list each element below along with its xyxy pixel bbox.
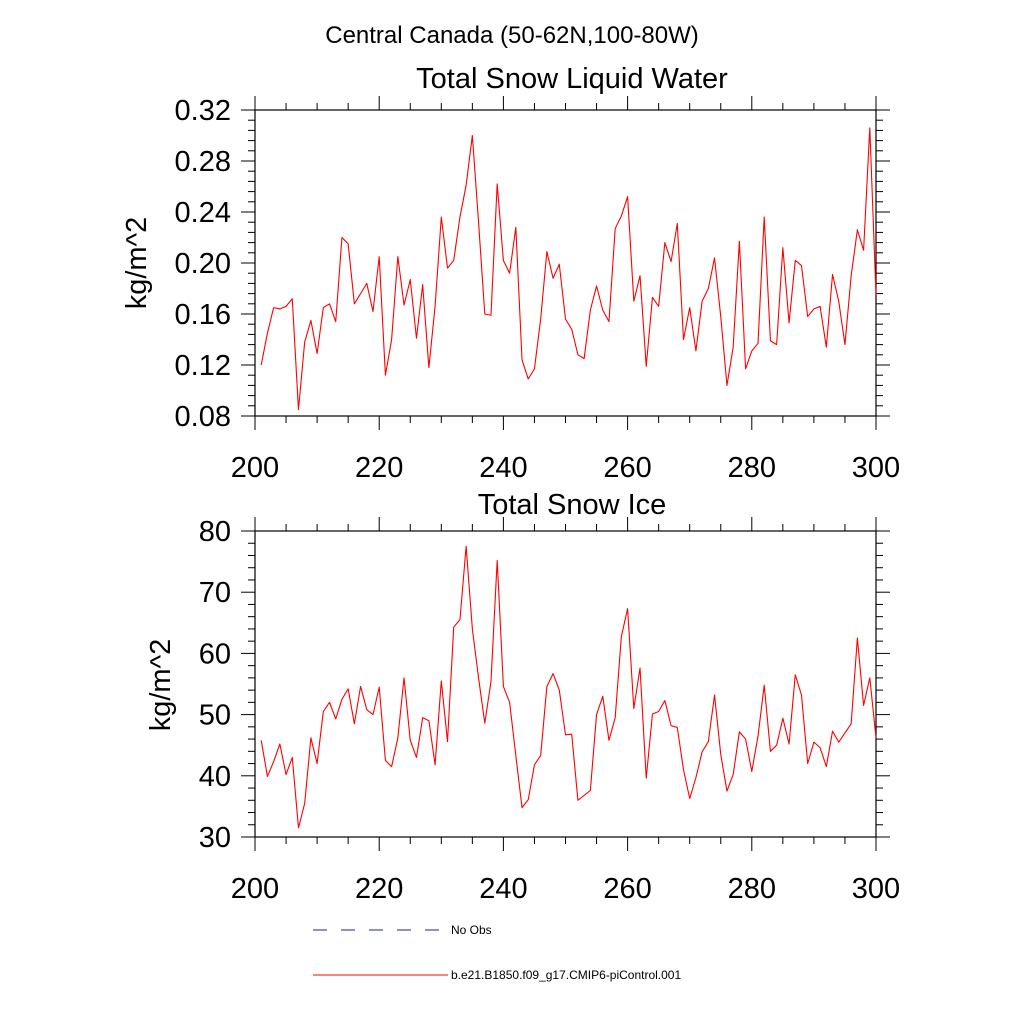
x-tick-label: 300 bbox=[852, 452, 900, 484]
legend-label-no-obs: No Obs bbox=[451, 923, 492, 937]
panel-snow-liquid-water: Total Snow Liquid Water kg/m^2 0.080.120… bbox=[121, 63, 900, 484]
figure-title: Central Canada (50-62N,100-80W) bbox=[325, 22, 699, 49]
y-tick-label: 50 bbox=[199, 700, 231, 732]
y-tick-label: 30 bbox=[199, 822, 231, 854]
x-tick-label: 260 bbox=[603, 873, 651, 905]
y-tick-label: 70 bbox=[199, 577, 231, 609]
x-tick-label: 240 bbox=[479, 873, 527, 905]
x-tick-label: 280 bbox=[728, 452, 776, 484]
x-tick-label: 200 bbox=[231, 873, 279, 905]
x-tick-label: 260 bbox=[603, 452, 651, 484]
legend-label-model: b.e21.B1850.f09_g17.CMIP6-piControl.001 bbox=[451, 968, 681, 982]
y-tick-labels: 0.08 0.12 0.16 0.20 0.24 0.28 0.32 bbox=[175, 95, 231, 433]
y-tick-labels: 30 40 50 60 70 80 bbox=[199, 516, 231, 854]
plot-frame bbox=[254, 530, 877, 838]
y-tick-label: 0.24 bbox=[175, 197, 231, 229]
axis-ticks bbox=[241, 96, 890, 430]
y-axis-label: kg/m^2 bbox=[145, 639, 177, 732]
legend: No Obs b.e21.B1850.f09_g17.CMIP6-piContr… bbox=[313, 923, 681, 982]
y-tick-label: 0.12 bbox=[175, 350, 231, 382]
y-tick-label: 0.28 bbox=[175, 146, 231, 178]
x-tick-labels: 200 220 240 260 280 300 bbox=[231, 873, 900, 905]
panel-snow-ice: Total Snow Ice kg/m^2 30 40 50 60 70 80 200 22… bbox=[145, 489, 900, 905]
x-tick-labels: 200 220 240 260 280 300 bbox=[231, 452, 900, 484]
x-tick-label: 300 bbox=[852, 873, 900, 905]
x-tick-label: 200 bbox=[231, 452, 279, 484]
plot-frame bbox=[254, 109, 877, 417]
y-tick-label: 0.16 bbox=[175, 299, 231, 331]
y-tick-label: 0.08 bbox=[175, 401, 231, 433]
y-tick-label: 40 bbox=[199, 761, 231, 793]
y-tick-label: 0.20 bbox=[175, 248, 231, 280]
axis-ticks bbox=[241, 517, 890, 851]
x-tick-label: 220 bbox=[355, 452, 403, 484]
chart-title: Total Snow Liquid Water bbox=[416, 63, 728, 95]
data-line bbox=[260, 127, 877, 411]
y-tick-label: 0.32 bbox=[175, 95, 231, 127]
data-line bbox=[260, 545, 877, 829]
y-tick-label: 60 bbox=[199, 638, 231, 670]
x-tick-label: 220 bbox=[355, 873, 403, 905]
x-tick-label: 240 bbox=[479, 452, 527, 484]
x-tick-label: 280 bbox=[728, 873, 776, 905]
y-tick-label: 80 bbox=[199, 516, 231, 548]
y-axis-label: kg/m^2 bbox=[121, 217, 153, 310]
chart-title: Total Snow Ice bbox=[478, 489, 667, 521]
